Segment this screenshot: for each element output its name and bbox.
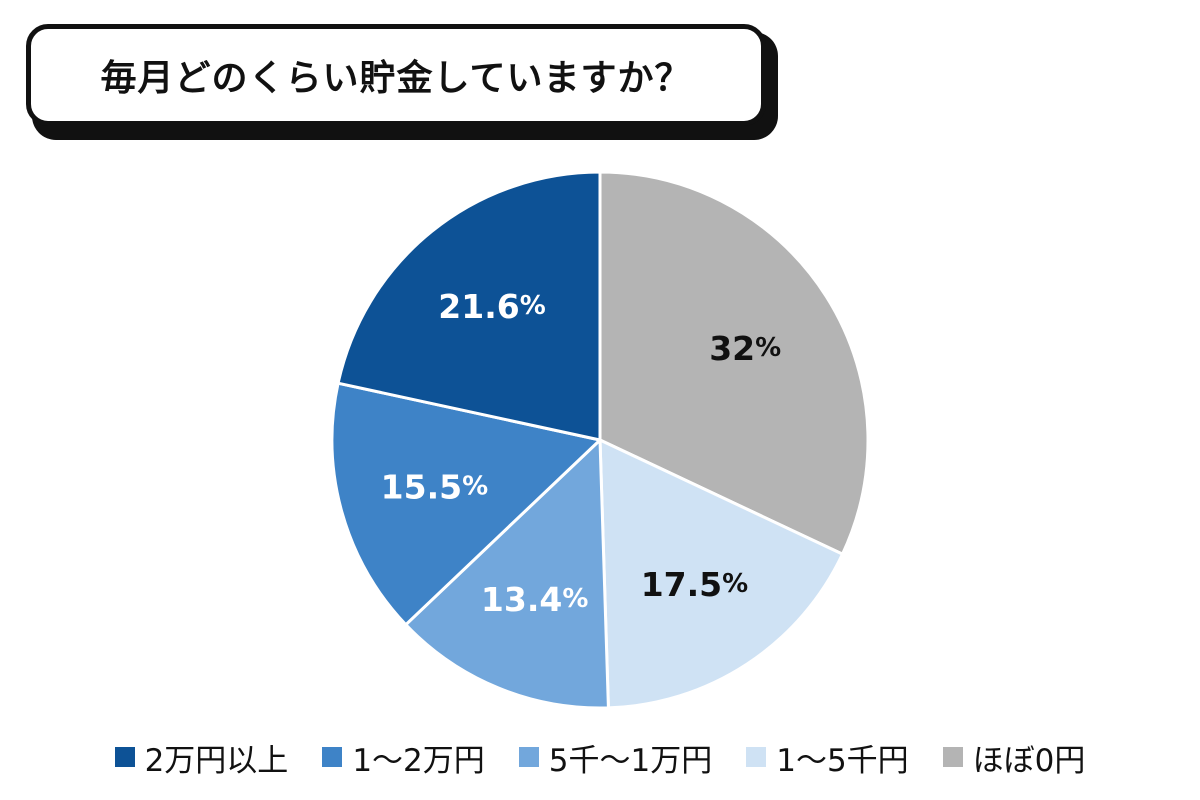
- slice-value-label-3: 13.4%: [481, 580, 588, 619]
- pie-slice-5: [336, 170, 602, 442]
- slice-value-label-1: 32%: [709, 328, 781, 367]
- legend-label: 5千〜1万円: [548, 742, 713, 779]
- chart-title: 毎月どのくらい貯金していますか？: [100, 58, 692, 99]
- slice-value-label-4: 15.5%: [381, 467, 488, 506]
- legend-swatch: [114, 747, 135, 767]
- legend-label: 1〜2万円: [352, 742, 485, 779]
- legend-item-10k-20k: 1〜2万円: [322, 735, 485, 780]
- legend-item-5k-10k: 5千〜1万円: [518, 735, 713, 780]
- pie-slice-1: [598, 170, 870, 556]
- legend-swatch: [746, 747, 767, 767]
- legend-label: 2万円以上: [144, 742, 289, 779]
- pie-slice-labels: 32% 17.5% 13.4% 15.5% 21.6%: [381, 287, 782, 619]
- pie-slice-2: [598, 438, 844, 710]
- legend-item-1k-5k: 1〜5千円: [746, 735, 909, 780]
- title-box: 毎月どのくらい貯金していますか？: [26, 24, 766, 126]
- pie-slices: [330, 170, 870, 710]
- legend-swatch: [942, 747, 963, 767]
- legend-label: ほぼ0円: [972, 742, 1086, 779]
- legend-swatch: [322, 747, 343, 767]
- legend: 2万円以上 1〜2万円 5千〜1万円 1〜5千円 ほぼ0円: [0, 733, 1200, 781]
- legend-item-over-20k: 2万円以上: [114, 735, 289, 780]
- slice-value-label-5: 21.6%: [438, 287, 545, 326]
- legend-swatch: [518, 747, 539, 767]
- pie-slice-3: [404, 438, 610, 710]
- legend-label: 1〜5千円: [776, 742, 909, 779]
- slice-value-label-2: 17.5%: [641, 564, 748, 603]
- pie-slice-4: [330, 381, 602, 627]
- legend-item-almost-zero: ほぼ0円: [942, 735, 1086, 780]
